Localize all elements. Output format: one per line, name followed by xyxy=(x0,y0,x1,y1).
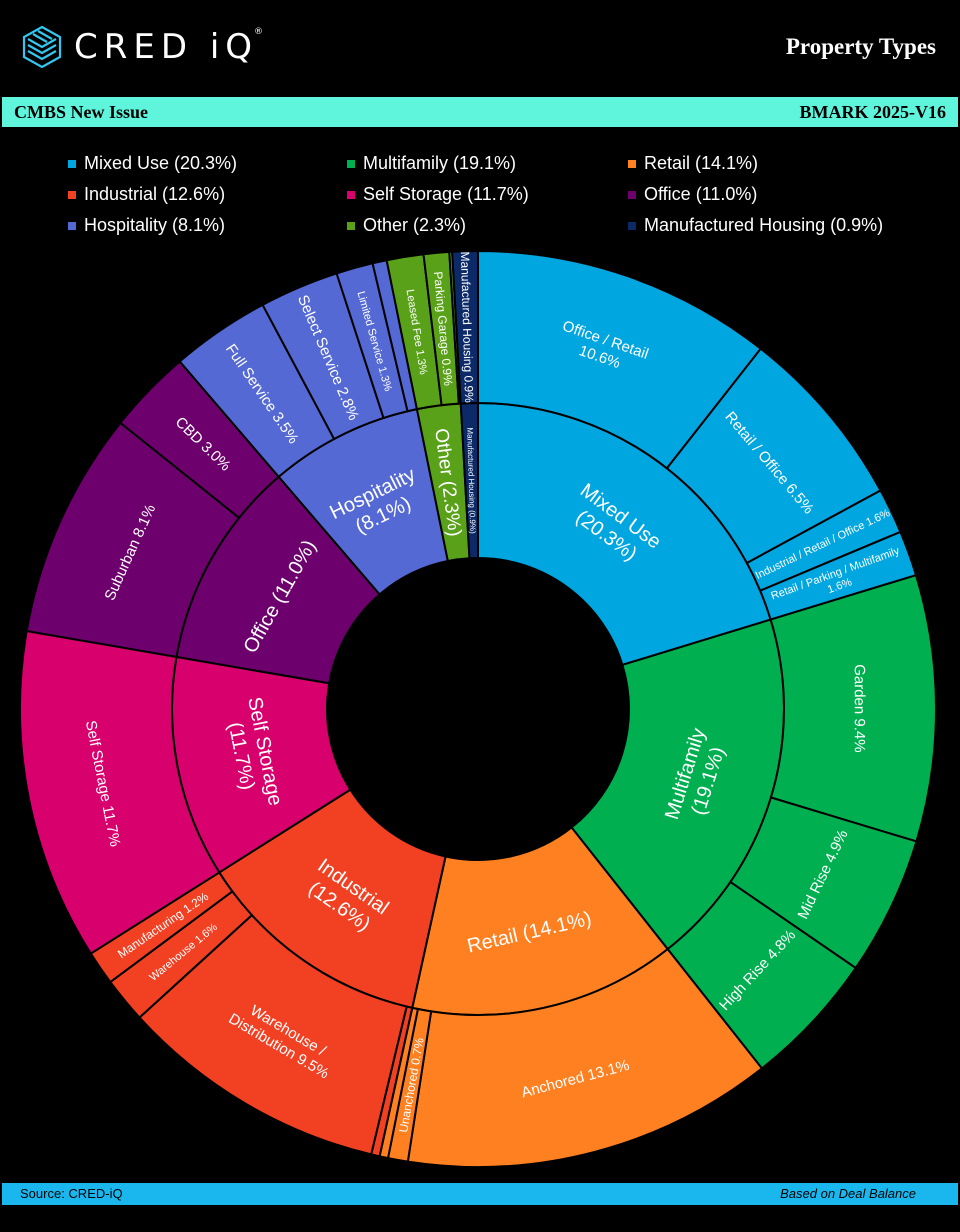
logo-text: CRED iQ® xyxy=(74,27,264,67)
legend-swatch xyxy=(68,159,76,168)
page-title: Property Types xyxy=(785,34,936,59)
legend-label: Mixed Use (20.3%) xyxy=(84,153,238,173)
cred-iq-cube-icon xyxy=(22,25,62,69)
header: CRED iQ® Property Types xyxy=(0,0,960,96)
chart-center-hole xyxy=(328,559,628,859)
basis-note: Based on Deal Balance xyxy=(780,1186,916,1201)
legend-label: Other (2.3%) xyxy=(363,215,467,235)
deal-type-label: CMBS New Issue xyxy=(14,102,149,122)
legend-label: Self Storage (11.7%) xyxy=(363,184,529,204)
legend-swatch xyxy=(628,159,636,168)
footer-bar: Source: CRED-iQ Based on Deal Balance xyxy=(2,1183,958,1205)
legend-label: Multifamily (19.1%) xyxy=(363,153,517,173)
deal-band: CMBS New Issue BMARK 2025-V16 xyxy=(2,97,958,127)
legend-swatch xyxy=(628,190,636,199)
legend-swatch xyxy=(68,221,76,230)
category-label: Manufactured Housing (0.9%) xyxy=(465,427,477,534)
legend-item[interactable]: Multifamily (19.1%) xyxy=(347,153,516,174)
legend-item[interactable]: Office (11.0%) xyxy=(628,184,757,205)
legend-item[interactable]: Industrial (12.6%) xyxy=(68,184,225,205)
legend-label: Manufactured Housing (0.9%) xyxy=(644,215,884,235)
legend-item[interactable]: Retail (14.1%) xyxy=(628,153,758,174)
subcategory-label: Garden 9.4% xyxy=(851,664,868,752)
legend-swatch xyxy=(347,221,355,230)
legend-label: Industrial (12.6%) xyxy=(84,184,226,204)
legend-item[interactable]: Manufactured Housing (0.9%) xyxy=(628,215,883,236)
subcategory-label: Manufactured Housing 0.9% xyxy=(458,251,476,403)
legend-label: Office (11.0%) xyxy=(644,184,758,204)
legend-label: Hospitality (8.1%) xyxy=(84,215,226,235)
legend-swatch xyxy=(347,190,355,199)
deal-name-label: BMARK 2025-V16 xyxy=(799,102,947,122)
legend-item[interactable]: Hospitality (8.1%) xyxy=(68,215,225,236)
legend-item[interactable]: Other (2.3%) xyxy=(347,215,466,236)
legend-swatch xyxy=(68,190,76,199)
legend-swatch xyxy=(628,221,636,230)
source-note: Source: CRED-iQ xyxy=(20,1186,123,1201)
subcategory-wedge[interactable] xyxy=(451,249,479,405)
legend-item[interactable]: Mixed Use (20.3%) xyxy=(68,153,237,174)
cred-iq-logo[interactable]: CRED iQ® xyxy=(22,24,263,70)
legend-label: Retail (14.1%) xyxy=(644,153,759,173)
legend-item[interactable]: Self Storage (11.7%) xyxy=(347,184,529,205)
legend-swatch xyxy=(347,159,355,168)
